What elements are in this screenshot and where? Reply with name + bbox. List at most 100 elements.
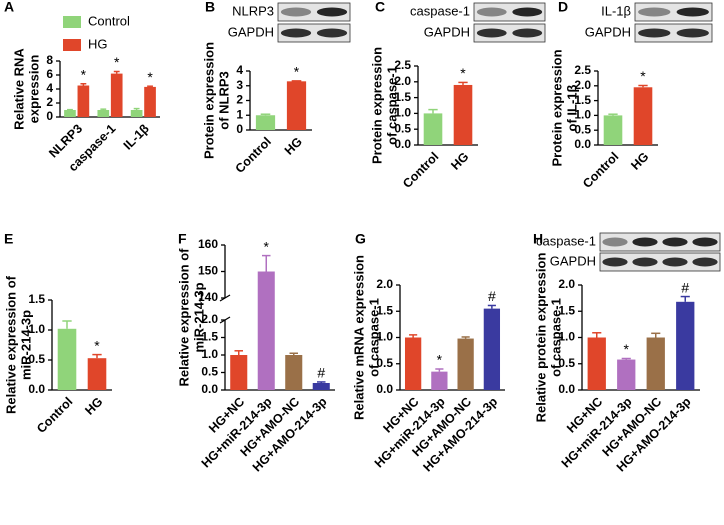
bar — [312, 383, 330, 390]
panel-label: H — [533, 231, 543, 247]
significance-marker: * — [94, 337, 100, 353]
bar — [57, 328, 77, 390]
blot-band — [602, 237, 628, 247]
y-tick-label: 2.5 — [574, 63, 591, 77]
y-tick-label: 160 — [198, 237, 218, 251]
blot-label: GAPDH — [228, 24, 274, 39]
bar — [87, 358, 107, 390]
legend-label: HG — [88, 36, 108, 51]
significance-marker: * — [147, 69, 153, 85]
significance-marker: * — [624, 341, 630, 357]
y-tick-label: 6 — [46, 67, 53, 81]
y-axis-label: of caspase-1 — [366, 298, 381, 377]
x-tick-label: IL-1β — [121, 121, 152, 152]
y-axis-label: miR-214-3p — [18, 310, 33, 380]
blot-label: NLRP3 — [232, 3, 274, 18]
y-tick-label: 2.5 — [394, 58, 411, 72]
y-tick-label: 1.5 — [394, 90, 411, 104]
significance-marker: * — [640, 68, 646, 84]
y-axis-label: expression — [26, 55, 41, 124]
panel-label: F — [178, 231, 187, 247]
bar — [617, 359, 636, 390]
blot-band — [512, 28, 543, 38]
x-tick-label: Control — [233, 135, 274, 176]
y-tick-label: 1.0 — [28, 322, 45, 336]
blot-label: GAPDH — [424, 24, 470, 39]
significance-marker: * — [437, 352, 443, 368]
y-tick-label: 4 — [236, 63, 243, 77]
y-tick-label: 0.0 — [201, 382, 218, 396]
y-tick-label: 1.5 — [201, 330, 218, 344]
bar — [633, 87, 653, 145]
bar — [144, 86, 156, 117]
y-tick-label: 0.5 — [558, 356, 575, 370]
y-axis-label: of caspase-1 — [384, 66, 399, 145]
blot-band — [638, 7, 671, 17]
blot-band — [632, 237, 658, 247]
panel-label: D — [558, 0, 568, 15]
blot-label: GAPDH — [585, 24, 631, 39]
bar — [646, 337, 665, 390]
y-tick-label: 0.0 — [558, 382, 575, 396]
y-tick-label: 1 — [236, 107, 243, 121]
y-axis-label: of NLRP3 — [216, 71, 231, 130]
blot-band — [602, 257, 628, 267]
x-tick-label: Control — [400, 150, 441, 191]
y-tick-label: 0.0 — [376, 382, 393, 396]
panel-label: C — [375, 0, 385, 15]
y-axis-label: of IL-1β — [564, 84, 579, 131]
y-tick-label: 0.5 — [28, 352, 45, 366]
blot-band — [632, 257, 658, 267]
bar — [77, 85, 90, 117]
y-tick-label: 0.0 — [394, 137, 411, 151]
bar — [431, 371, 448, 390]
y-axis-label: Protein expression — [201, 42, 216, 159]
bar — [110, 73, 123, 117]
y-axis-label: Relative protein expression — [533, 253, 548, 423]
y-tick-label: 1.0 — [558, 330, 575, 344]
panel-label: G — [355, 231, 366, 247]
significance-marker: * — [114, 54, 120, 70]
y-tick-label: 0.5 — [574, 122, 591, 136]
blot-band — [662, 257, 688, 267]
bar — [64, 110, 76, 117]
y-axis-label: of caspase-1 — [548, 298, 563, 377]
significance-marker: * — [81, 66, 87, 82]
y-tick-label: 4 — [46, 81, 53, 95]
y-tick-label: 0.0 — [574, 137, 591, 151]
blot-label: IL-1β — [601, 3, 631, 18]
blot-band — [476, 28, 507, 38]
y-tick-label: 0.5 — [201, 365, 218, 379]
y-tick-label: 1.5 — [376, 303, 393, 317]
bar — [587, 337, 606, 390]
blot-band — [692, 237, 718, 247]
bar — [676, 301, 695, 390]
y-tick-label: 0 — [236, 122, 243, 136]
y-axis-label: Protein expression — [369, 47, 384, 164]
x-tick-label: HG — [282, 135, 305, 158]
legend-label: Control — [88, 13, 130, 28]
bar — [457, 338, 474, 390]
y-tick-label: 2.0 — [394, 74, 411, 88]
blot-band — [476, 7, 507, 17]
y-tick-label: 1.5 — [558, 303, 575, 317]
y-tick-label: 1.5 — [28, 292, 45, 306]
y-tick-label: 1.0 — [201, 347, 218, 361]
y-axis-label: Relative expression of — [3, 275, 18, 414]
significance-marker: # — [317, 365, 325, 381]
y-tick-label: 2 — [236, 93, 243, 107]
y-tick-label: 0.0 — [28, 382, 45, 396]
bar — [230, 355, 248, 390]
bar — [285, 355, 303, 390]
y-axis-label: Relative expression of — [176, 248, 191, 387]
blot-band — [692, 257, 718, 267]
y-tick-label: 1.0 — [394, 106, 411, 120]
y-tick-label: 1.0 — [376, 330, 393, 344]
y-tick-label: 3 — [236, 78, 243, 92]
legend-swatch — [63, 39, 81, 51]
blot-band — [676, 7, 709, 17]
significance-marker: * — [460, 65, 466, 81]
bar — [404, 337, 422, 390]
bar — [255, 115, 276, 130]
